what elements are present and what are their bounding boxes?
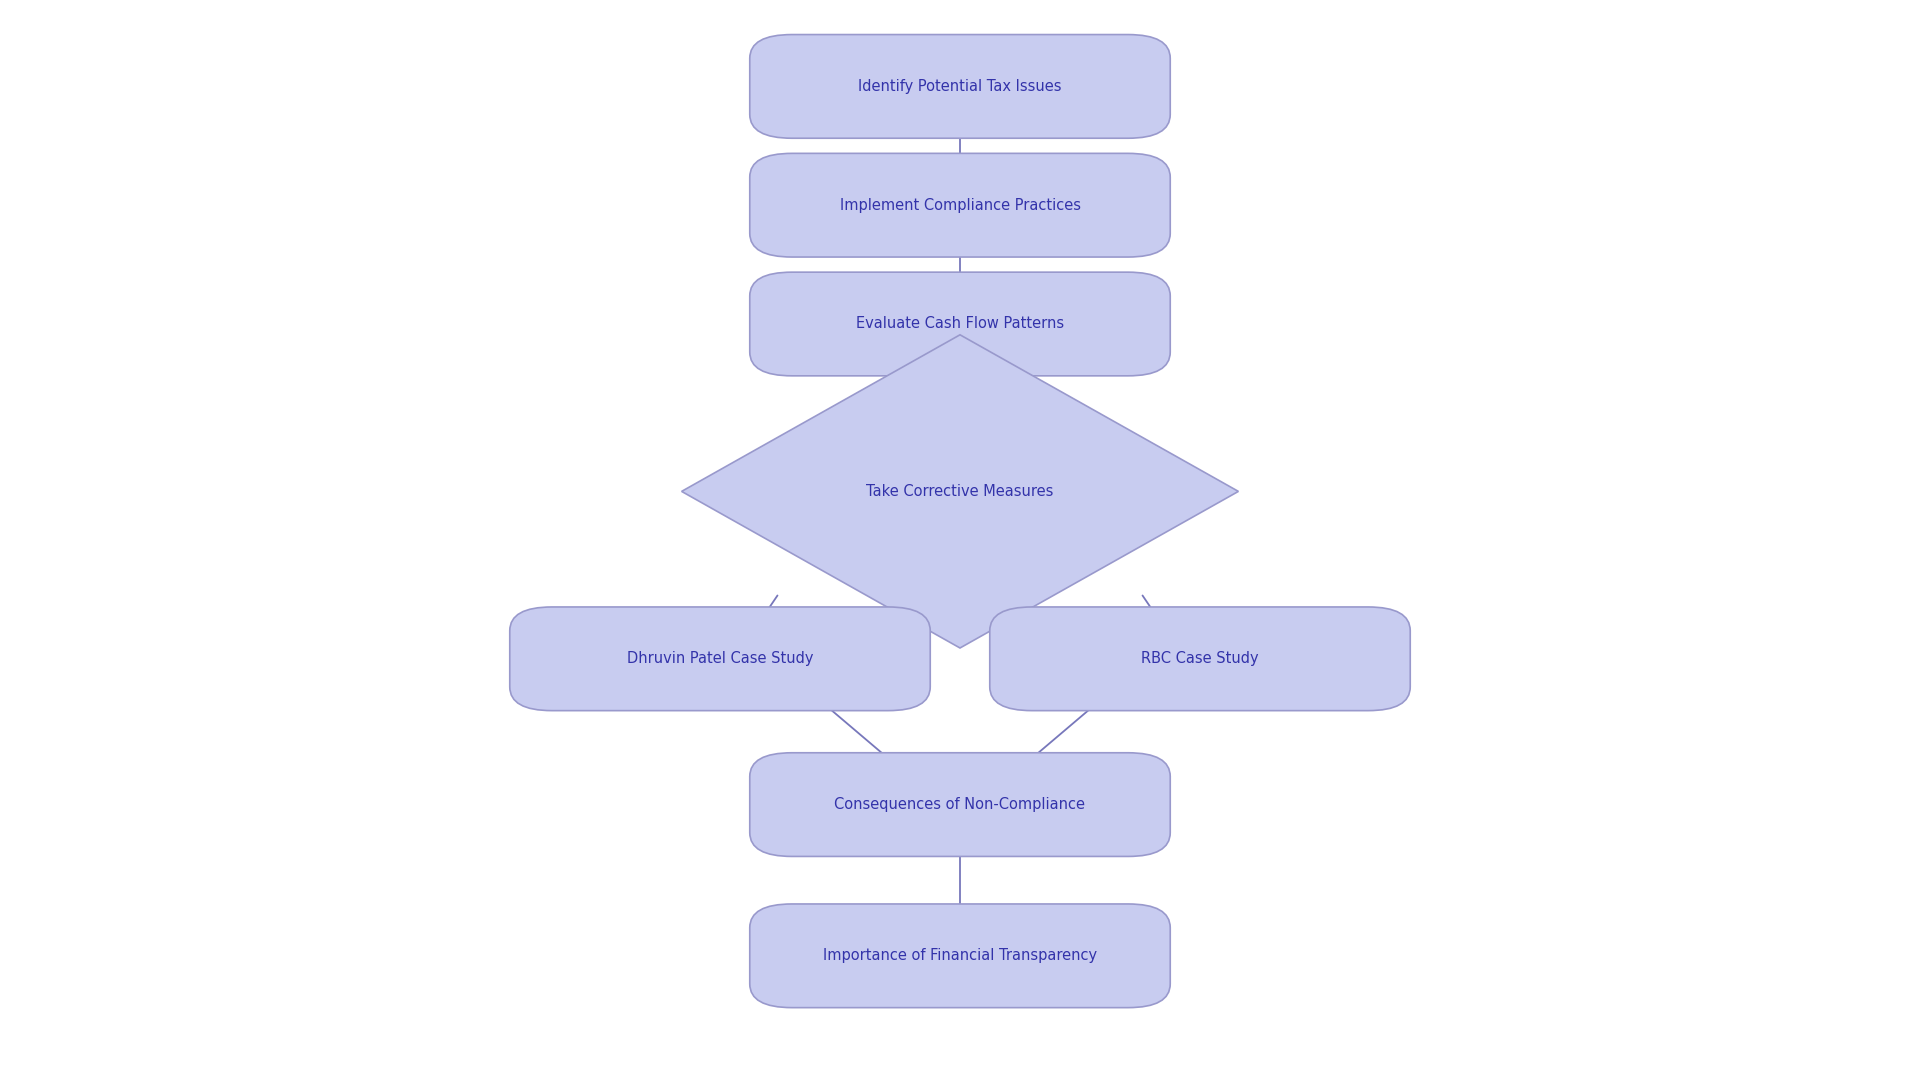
FancyBboxPatch shape xyxy=(749,272,1169,376)
Text: Consequences of Non-Compliance: Consequences of Non-Compliance xyxy=(835,797,1085,812)
Text: RBC Case Study: RBC Case Study xyxy=(1140,651,1260,666)
Text: Dhruvin Patel Case Study: Dhruvin Patel Case Study xyxy=(626,651,814,666)
FancyBboxPatch shape xyxy=(749,904,1169,1008)
FancyBboxPatch shape xyxy=(749,753,1169,856)
Text: Importance of Financial Transparency: Importance of Financial Transparency xyxy=(824,948,1096,963)
Text: Take Corrective Measures: Take Corrective Measures xyxy=(866,484,1054,499)
Polygon shape xyxy=(682,335,1238,648)
FancyBboxPatch shape xyxy=(509,607,929,711)
Text: Evaluate Cash Flow Patterns: Evaluate Cash Flow Patterns xyxy=(856,316,1064,332)
FancyBboxPatch shape xyxy=(749,35,1169,138)
FancyBboxPatch shape xyxy=(749,153,1169,257)
FancyBboxPatch shape xyxy=(991,607,1409,711)
Text: Implement Compliance Practices: Implement Compliance Practices xyxy=(839,198,1081,213)
Text: Identify Potential Tax Issues: Identify Potential Tax Issues xyxy=(858,79,1062,94)
